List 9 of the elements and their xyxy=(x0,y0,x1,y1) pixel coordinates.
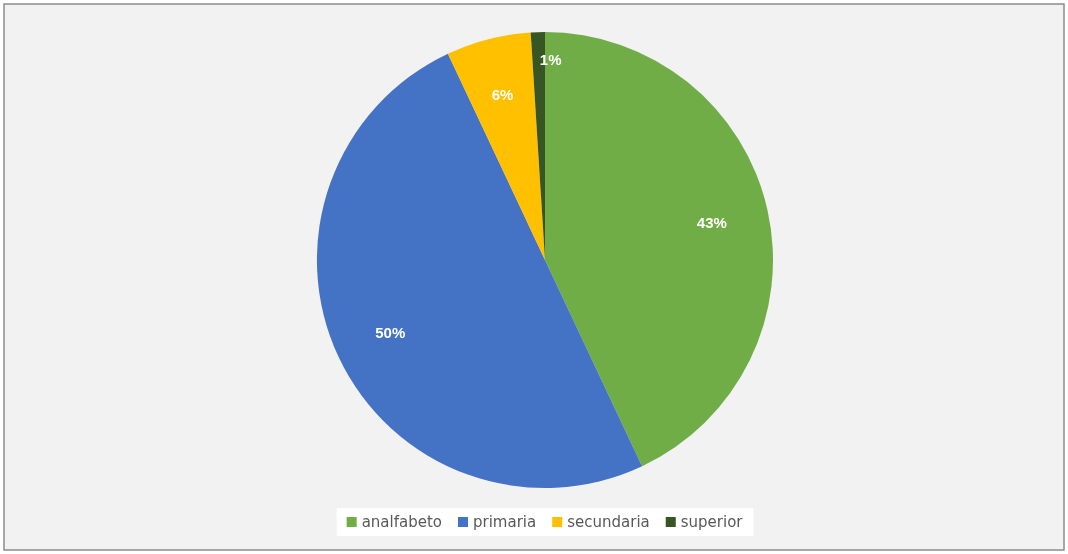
data-label: 50% xyxy=(375,324,406,342)
legend-label: secundaria xyxy=(567,513,650,532)
legend-label: primaria xyxy=(473,513,537,532)
data-label: 6% xyxy=(491,85,514,103)
pie-slice xyxy=(317,53,643,488)
data-label: 43% xyxy=(696,213,727,231)
data-label: 1% xyxy=(539,50,562,68)
legend-label: analfabeto xyxy=(361,513,443,532)
legend-label: superior xyxy=(680,513,744,532)
